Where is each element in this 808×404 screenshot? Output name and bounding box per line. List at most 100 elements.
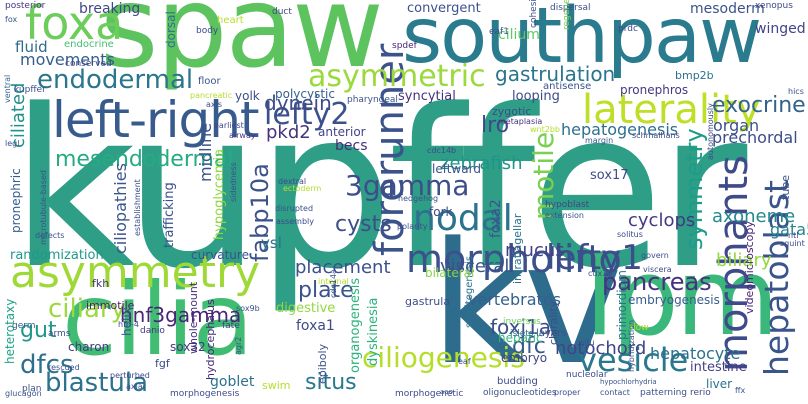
- word-pkd2: pkd2: [266, 122, 311, 143]
- word-pancreas: pancreas: [602, 268, 712, 296]
- word-internal: internal: [318, 277, 349, 286]
- word-duct: duct: [272, 7, 292, 17]
- word-ntl: ntl: [788, 231, 799, 240]
- word-lefty1: lefty1: [546, 238, 643, 278]
- word-intestine: intestine: [690, 360, 747, 375]
- word-mucus: mucus: [505, 240, 565, 261]
- word-glucagon: glucagon: [5, 389, 42, 398]
- word-cdc14a: cdc14a: [329, 269, 338, 298]
- word-morpholino: morpholino: [406, 237, 622, 281]
- word-germ: germ: [12, 321, 36, 331]
- word-situs: situs: [305, 370, 357, 395]
- word-cilia: cilia: [62, 261, 254, 378]
- word-pronephros: pronephros: [620, 83, 689, 97]
- word-pancreatic: pancreatic: [190, 91, 233, 100]
- word-zygotic: zygotic: [492, 105, 532, 118]
- word-videomicroscopy: videomicroscopy: [743, 221, 756, 314]
- word-dynein: dynein: [264, 91, 332, 115]
- word-kupffer: kupffer: [10, 64, 747, 317]
- word-breaking: breaking: [79, 1, 141, 17]
- word-dyskinesia: dyskinesia: [366, 297, 381, 366]
- word-gastrula: gastrula: [405, 295, 451, 308]
- word-schmalhans: schmalhans: [632, 131, 680, 140]
- word-hepatocyte: hepatocyte: [650, 344, 741, 363]
- word-proper: proper: [554, 388, 581, 397]
- word-xenopus: xenopus: [755, 1, 793, 11]
- word-aao: aao: [440, 388, 453, 396]
- word-randomization: randomization: [10, 248, 104, 263]
- word-foxa2: foxa2: [488, 199, 504, 238]
- word-organogenesis: organogenesis: [348, 277, 363, 373]
- word-disrupted: disrupted: [275, 204, 314, 213]
- word-inversus: inversus: [503, 317, 541, 327]
- word-charon: charon: [68, 340, 110, 354]
- word-axoneme: axoneme: [712, 206, 796, 227]
- word-gata5: gata5: [770, 220, 808, 239]
- word-earliest: earliest: [214, 121, 244, 130]
- word-plate: plate: [298, 278, 354, 303]
- word-syncytial: syncytial: [398, 89, 456, 104]
- word-yolk: yolk: [235, 89, 260, 103]
- word-ysl: ysl: [261, 234, 282, 252]
- word-southpaw: southpaw: [402, 0, 762, 81]
- word-danio: danio: [140, 326, 165, 336]
- word-notochord: notochord: [555, 338, 647, 359]
- word-autonomously: autonomously: [706, 103, 715, 160]
- word-axis: axis: [206, 100, 223, 109]
- word-morphogenetic: morphogenetic: [395, 389, 464, 399]
- word-pharyngeal: pharyngeal: [347, 95, 398, 105]
- word-biliary: biliary: [716, 250, 772, 271]
- word-fkh: fkh: [92, 277, 110, 290]
- word-antisense: antisense: [543, 81, 592, 92]
- word-foxj1a: foxj1a: [490, 315, 552, 339]
- word-situ: situ: [580, 338, 595, 347]
- word-metaplasia: metaplasia: [498, 117, 543, 126]
- word-cyclops: cyclops: [628, 210, 696, 231]
- word-asymmetric: asymmetric: [308, 59, 486, 94]
- word-spdef: spdef: [392, 41, 417, 51]
- word-prdc: prdc: [618, 24, 638, 34]
- word-immotile: immotile: [86, 299, 135, 312]
- word-body: body: [196, 26, 219, 36]
- word-rescued: rescued: [48, 363, 80, 372]
- word-assembly: assembly: [276, 217, 314, 226]
- word-hepatic: hepatic: [498, 331, 543, 345]
- word-defects: defects: [35, 231, 65, 240]
- word-govern: govern: [641, 251, 669, 260]
- word-hybridization: hybridization: [627, 319, 636, 372]
- word-fluid: fluid: [15, 38, 48, 56]
- word-patterning: patterning: [640, 388, 687, 398]
- word-winged: winged: [755, 21, 806, 37]
- word-posterior: posterior: [5, 1, 46, 11]
- word-airway: airway: [229, 131, 256, 140]
- word-zebrafish: zebrafish: [440, 153, 523, 174]
- word-3gamma: 3gamma: [345, 169, 470, 202]
- word-nucleolar: nucleolar: [566, 370, 608, 380]
- word-hepatogenesis: hepatogenesis: [561, 120, 679, 139]
- word-eaf1: eaf1: [489, 27, 509, 37]
- word-spaw: spaw: [100, 0, 384, 93]
- word-rerio: rerio: [690, 388, 711, 398]
- word-digestive: digestive: [276, 301, 336, 316]
- word-fork: fork: [429, 205, 453, 219]
- word-agr2: agr2: [234, 336, 243, 355]
- word-whole-mount: whole-mount: [187, 281, 200, 354]
- word-islets: islets: [510, 329, 534, 339]
- word-mesendodermal: mesendodermal: [55, 147, 234, 172]
- word-dfc: dfc: [512, 334, 546, 359]
- word-hics: hics: [788, 87, 804, 96]
- word-cdc14b: cdc14b: [427, 146, 457, 155]
- word-dispersal: dispersal: [550, 3, 591, 13]
- word-cohesive: cohesive: [529, 0, 539, 28]
- word-left-right: left-right: [52, 91, 260, 149]
- word-perturbed: perturbed: [110, 371, 150, 380]
- word-lro: lro: [481, 113, 510, 138]
- word-ventral: ventral: [3, 74, 12, 103]
- word-morphogenesis: morphogenesis: [170, 389, 240, 399]
- word-movements: movements: [20, 50, 115, 69]
- word-pronephric: pronephric: [9, 168, 23, 233]
- word-contact: contact: [600, 388, 630, 397]
- word-anterior: anterior: [318, 125, 366, 139]
- word-wnt2bb: wnt2bb: [530, 125, 560, 134]
- word-epiboly: epiboly: [316, 343, 329, 384]
